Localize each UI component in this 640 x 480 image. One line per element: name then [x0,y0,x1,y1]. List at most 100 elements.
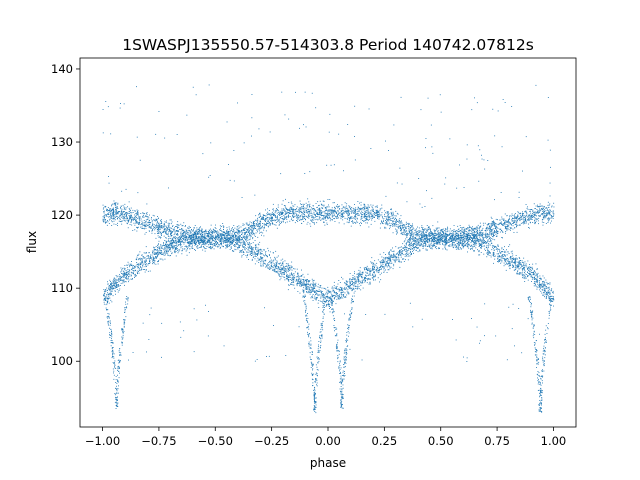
data-point [212,237,214,238]
data-point [299,275,301,277]
data-point [304,294,306,296]
data-point [405,221,407,223]
data-point [393,223,395,224]
data-point [296,206,298,208]
data-point [422,227,424,229]
data-point [168,225,170,227]
data-point [478,251,480,253]
data-point [195,235,197,236]
data-point [258,226,260,228]
data-point [256,229,258,231]
data-point [501,216,503,218]
data-point [163,231,165,233]
data-point [311,216,313,218]
data-point [331,302,332,304]
data-point [125,218,127,220]
data-point [335,217,337,219]
data-point [173,230,175,232]
data-point [218,239,219,241]
data-point [445,248,447,250]
data-point [166,250,168,252]
data-point [419,239,421,241]
data-point [512,266,514,267]
data-point [177,238,179,240]
data-point [321,211,323,213]
data-point [219,229,221,231]
data-point [388,219,390,221]
data-point [249,233,251,235]
data-point [366,282,368,284]
data-point [260,218,262,219]
data-point [240,251,242,253]
data-point [383,268,385,270]
data-point [294,271,296,273]
data-point [115,213,117,215]
data-point [307,215,309,216]
data-point [132,270,134,271]
data-point [515,261,517,263]
data-point [440,234,442,236]
data-point [264,220,266,221]
data-point [110,288,112,290]
data-point [198,229,200,230]
data-point [524,270,526,272]
data-point [417,241,419,243]
data-point [316,213,317,215]
data-point [446,236,447,238]
data-point [418,238,420,239]
data-point [204,236,206,238]
data-point [476,226,477,228]
data-point [186,231,188,233]
data-point [511,260,513,262]
data-point [398,221,399,223]
data-point [309,211,310,213]
data-point [448,230,450,232]
data-point [545,210,547,212]
data-point [425,238,427,239]
data-point [549,211,551,213]
data-point [371,206,373,208]
data-point [258,258,260,260]
data-point [247,230,249,232]
data-point [487,229,489,231]
data-point [130,212,132,213]
data-point [123,217,125,219]
data-point [409,239,411,240]
data-point [454,240,456,242]
data-point [251,222,252,224]
data-point [207,236,209,238]
data-point [428,241,430,243]
data-point [323,298,325,300]
data-point [427,230,429,232]
data-point [364,281,366,283]
data-point [145,263,146,265]
data-point [310,225,312,227]
data-point [131,219,132,221]
data-point [514,220,516,222]
data-point [448,238,450,240]
data-point [233,230,235,232]
data-point [317,293,319,295]
data-point [531,209,533,210]
data-point [351,217,353,219]
data-point [286,216,287,218]
data-point [263,229,265,231]
data-point [516,217,518,219]
data-point [280,214,282,216]
data-point [516,216,518,218]
data-point [268,220,270,222]
data-point [367,204,369,206]
data-point [276,271,278,272]
data-point [144,233,146,235]
data-point [112,211,114,213]
data-point [175,251,177,252]
data-point [226,235,228,236]
data-point [168,247,169,249]
data-point [537,211,538,212]
data-point [313,205,314,207]
data-point [152,223,153,225]
data-point [432,240,433,242]
data-point [145,220,147,222]
data-point [518,264,520,266]
data-point [218,237,219,239]
